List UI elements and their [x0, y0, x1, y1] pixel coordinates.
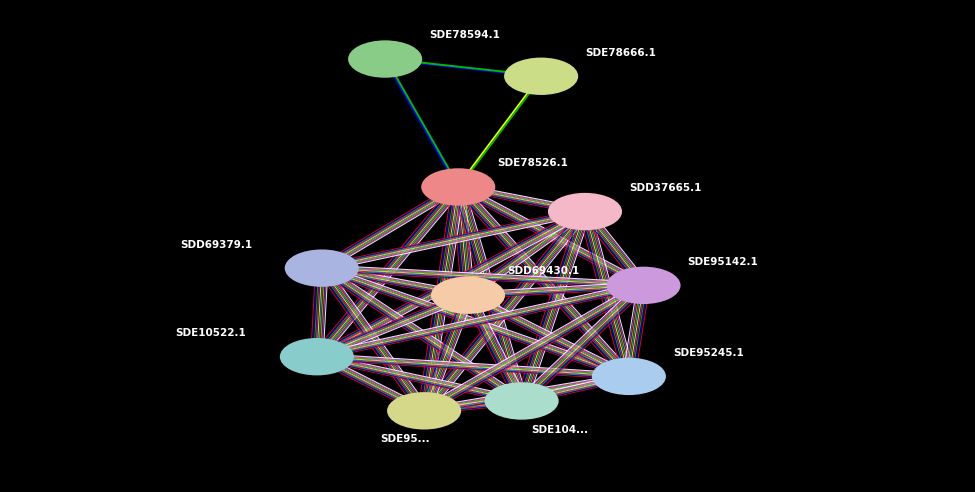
Text: SDD69379.1: SDD69379.1: [180, 240, 253, 249]
Circle shape: [485, 382, 559, 420]
Circle shape: [285, 249, 359, 287]
Circle shape: [431, 277, 505, 314]
Text: SDE95245.1: SDE95245.1: [673, 348, 744, 358]
Text: SDE95142.1: SDE95142.1: [687, 257, 759, 267]
Text: SDE10522.1: SDE10522.1: [176, 328, 247, 338]
Text: SDD69430.1: SDD69430.1: [507, 266, 579, 276]
Text: SDE78526.1: SDE78526.1: [497, 158, 568, 168]
Text: SDD37665.1: SDD37665.1: [629, 183, 701, 193]
Circle shape: [421, 168, 495, 206]
Circle shape: [387, 392, 461, 430]
Circle shape: [504, 58, 578, 95]
Text: SDE78666.1: SDE78666.1: [585, 48, 656, 58]
Circle shape: [348, 40, 422, 78]
Text: SDE104...: SDE104...: [531, 425, 589, 434]
Text: SDE78594.1: SDE78594.1: [429, 31, 500, 40]
Circle shape: [548, 193, 622, 230]
Circle shape: [592, 358, 666, 395]
Circle shape: [606, 267, 681, 304]
Text: SDE95...: SDE95...: [380, 434, 430, 444]
Circle shape: [280, 338, 354, 375]
